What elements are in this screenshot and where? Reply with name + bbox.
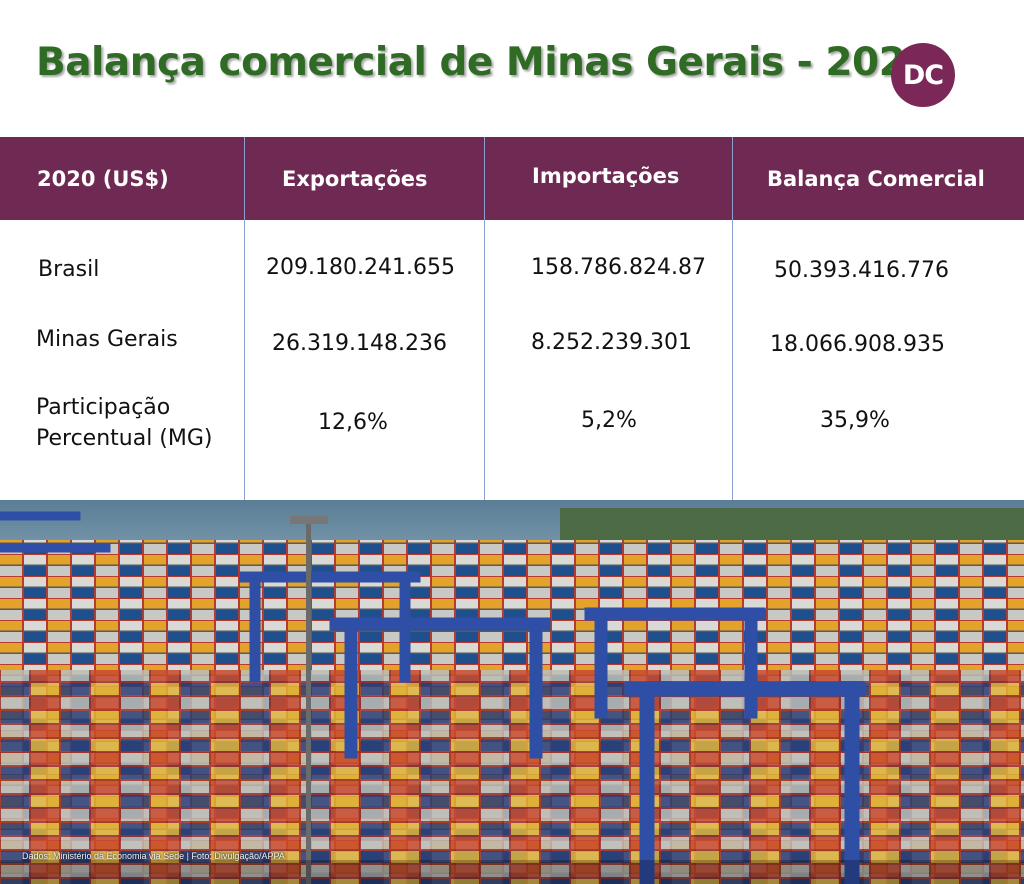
container-port-image <box>0 500 1024 884</box>
trade-balance-table: 2020 (US$) Exportações Importações Balan… <box>0 137 1024 500</box>
column-divider <box>484 137 485 500</box>
cell-mg-exports: 26.319.148.236 <box>272 331 447 356</box>
cell-brasil-balance: 50.393.416.776 <box>774 258 949 283</box>
column-header-balance: Balança Comercial <box>767 167 985 191</box>
cell-mg-balance: 18.066.908.935 <box>770 332 945 357</box>
cell-brasil-exports: 209.180.241.655 <box>266 255 455 280</box>
cell-mg-imports: 8.252.239.301 <box>531 330 692 355</box>
column-header-imports: Importações <box>532 164 680 188</box>
cell-pct-balance: 35,9% <box>820 408 890 433</box>
cell-pct-exports: 12,6% <box>318 410 388 435</box>
dc-logo: DC <box>891 43 955 107</box>
photo-credit: Dados: Ministério da Economia via Sede |… <box>22 851 285 861</box>
page-title: Balança comercial de Minas Gerais - 2020 <box>36 40 932 85</box>
row-label-participacao: Participação Percentual (MG) <box>36 392 213 454</box>
cell-pct-imports: 5,2% <box>581 408 637 433</box>
row-label-minas-gerais: Minas Gerais <box>36 327 178 352</box>
cell-brasil-imports: 158.786.824.87 <box>531 255 706 280</box>
row-label-brasil: Brasil <box>38 257 100 282</box>
column-header-exports: Exportações <box>282 167 428 191</box>
column-divider <box>244 137 245 500</box>
table-header: 2020 (US$) Exportações Importações Balan… <box>0 137 1024 220</box>
row-label-line: Participação <box>36 395 171 420</box>
column-divider <box>732 137 733 500</box>
row-label-line: Percentual (MG) <box>36 426 213 451</box>
port-photo <box>0 500 1024 884</box>
column-header-year: 2020 (US$) <box>37 167 169 191</box>
